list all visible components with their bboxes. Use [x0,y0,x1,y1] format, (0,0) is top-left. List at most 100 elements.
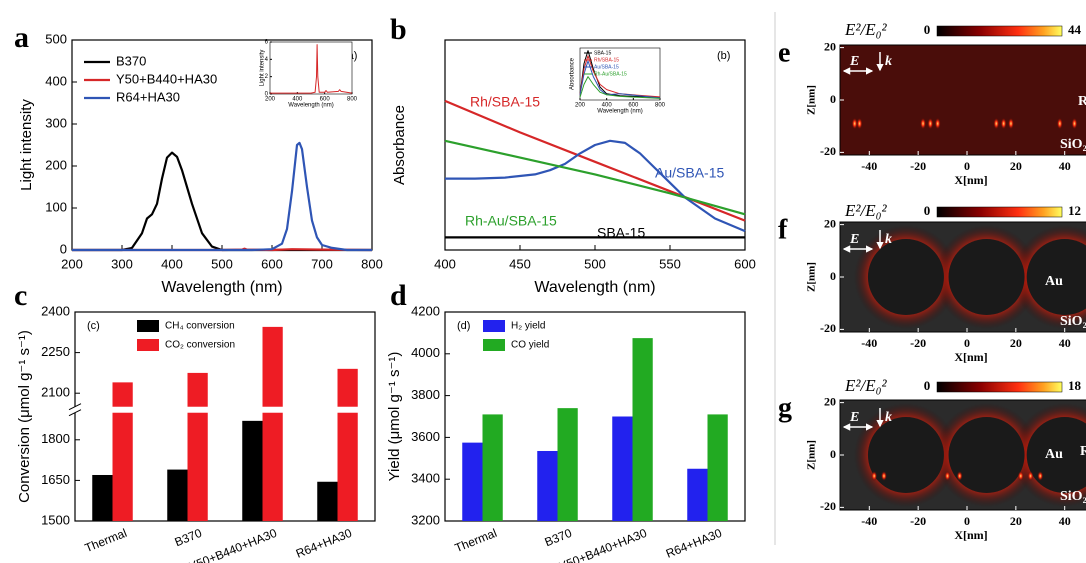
legend-swatch [483,320,505,332]
panel-letter: c [14,279,27,312]
bar [632,338,653,521]
x-tick-label: 500 [584,256,606,271]
annotation: E [849,54,859,69]
inset-frame [269,41,353,95]
bar [482,414,503,521]
x-tick-label: 200 [61,256,83,271]
y-tick-label: 400 [45,73,67,88]
bar [112,382,133,521]
hot-spot [851,117,858,130]
hot-spot [1000,117,1007,130]
x-tick-label: Thermal [453,526,499,555]
x-tick-label: 800 [361,256,383,271]
x-tick-label: Thermal [83,526,129,555]
x-axis-label: Wavelength (nm) [534,279,655,296]
legend-label: Rh/SBA-15 [594,57,619,63]
annotation: E [849,232,859,247]
axis-break-gap [71,406,79,413]
colorbar [936,206,1063,218]
x-tick-label: 500 [211,256,233,271]
colorbar [936,25,1063,37]
x-tick-label: 800 [347,97,358,103]
bar [687,468,708,521]
colorbar-tick-label: 0 [924,203,931,218]
y-tick-label: 4200 [411,303,440,318]
x-tick-label: 40 [1059,514,1071,528]
line-series [72,151,372,252]
hot-spot [920,117,927,130]
panel-letter: b [390,13,407,46]
line-series [579,76,661,99]
legend-label: H₂ yield [511,321,545,332]
panel-letter: g [778,392,792,423]
colorbar-label: E²/E₀² [844,201,887,220]
bar [707,414,728,521]
field-background [840,45,1086,155]
x-tick-label: 300 [111,256,133,271]
x-tick-label: B370 [173,526,205,550]
bar [242,420,263,521]
panel-letter: f [778,214,788,245]
x-tick-label: -40 [861,159,877,173]
x-tick-label: R64+HA30 [294,526,354,561]
bar-break-gap [261,406,284,413]
y-tick-label: 4 [265,57,269,63]
legend-label: CO yield [511,340,549,351]
y-tick-label: 0 [830,92,836,106]
bar [317,481,338,521]
line-series [579,60,661,99]
annotation: k [885,54,892,69]
x-axis-label: X[nm] [954,173,987,187]
x-tick-label: 600 [320,97,331,103]
line-series [444,139,746,216]
line-series [270,44,353,94]
x-tick-label: 0 [964,159,970,173]
x-axis-label: X[nm] [954,528,987,542]
bar [262,326,283,521]
x-tick-label: 200 [575,103,586,109]
colorbar-label: E²/E₀² [844,376,887,395]
y-tick-label: 3400 [411,471,440,486]
y-axis-label: Z[nm] [806,440,818,470]
x-tick-label: 800 [655,103,666,109]
hot-spot [1017,470,1024,481]
x-tick-label: -20 [910,336,926,350]
annotation: SiO₂ [1060,489,1086,504]
x-tick-label: 0 [964,514,970,528]
y-tick-label: 2100 [41,385,70,400]
y-axis-label: Light intensity [18,99,35,191]
y-tick-label: 0 [60,241,67,256]
bar-break-gap [111,406,134,413]
annotation: E [849,410,859,425]
hot-spot [934,117,941,130]
hot-spot [856,117,863,130]
colorbar-tick-label: 12 [1068,203,1081,218]
x-tick-label: 400 [602,103,613,109]
hot-spot [1007,117,1014,130]
y-axis-label: Light intensity [260,50,266,87]
panel-tag: (b) [717,50,730,62]
y-tick-label: 500 [45,31,67,46]
legend-label: Y50+B440+HA30 [116,71,217,86]
x-tick-label: 0 [964,336,970,350]
au-particle [948,239,1025,315]
y-tick-label: 3200 [411,512,440,527]
y-tick-label: -20 [820,499,836,513]
hot-spot [956,470,963,481]
hot-spot [871,470,878,481]
legend-swatch [137,339,159,351]
annotation: Au [1045,447,1063,462]
x-tick-label: 600 [628,103,639,109]
series-label: Rh/SBA-15 [470,94,540,110]
legend-label: R64+HA30 [116,89,180,104]
y-tick-label: 2 [265,74,269,80]
y-tick-label: 100 [45,199,67,214]
x-tick-label: 550 [659,256,681,271]
field-map [840,45,1086,155]
bar-break-gap [336,406,359,413]
x-tick-label: 400 [161,256,183,271]
y-tick-label: 20 [824,394,836,408]
hot-spot [1037,470,1044,481]
x-axis-label: X[nm] [954,350,987,364]
